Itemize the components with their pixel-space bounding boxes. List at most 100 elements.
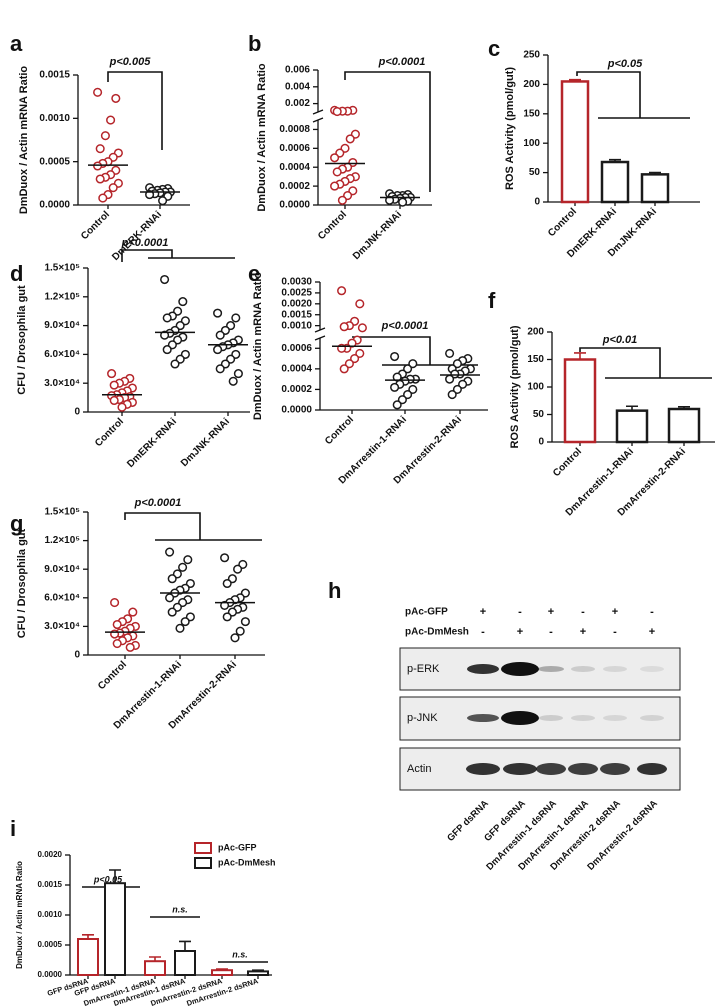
legend-swatch [194,842,212,854]
data-point [408,359,418,369]
data-point [233,369,243,379]
data-point [408,384,418,394]
data-point [403,364,413,374]
y-axis-label: DmDuox / Actin mRNA Ratio [252,272,264,421]
bracket [579,347,661,378]
y-tick-label: 0.0020 [38,850,63,859]
error-bar [252,969,264,972]
y-tick-label: 0.0025 [281,288,312,299]
data-point [95,144,105,154]
bar [144,960,166,977]
band [501,711,539,725]
condition-sign: - [481,626,485,638]
error-bar [569,78,581,82]
y-axis-label: DmDuox / Actin mRNA Ratio [256,63,268,212]
data-point [231,313,241,323]
data-point [357,323,367,333]
row-label: Actin [407,763,431,775]
y-axis-label: CFU / Drosophila gut [16,285,28,395]
axis-break [314,335,326,341]
bar [640,173,670,204]
axis-break [314,327,326,333]
data-point [452,384,462,394]
condition-label: pAc-DmMesh [405,627,469,638]
condition-sign: - [518,606,522,618]
data-point [167,607,177,617]
y-tick-label: 0.0020 [281,298,312,309]
y-tick-label: 1.2×10⁵ [44,291,80,302]
x-tick-label: Control [316,209,349,242]
data-point [390,351,400,362]
bar [77,938,99,976]
band [603,666,627,672]
data-point [178,297,188,307]
data-point [350,354,360,364]
data-point [183,555,193,565]
data-point [178,562,188,572]
error-bar [574,352,586,360]
data-point [337,195,347,205]
data-point [110,598,120,608]
data-point [385,195,395,205]
data-point [330,153,340,163]
data-point [222,578,232,589]
axis-break [312,117,324,123]
band [501,662,539,676]
y-tick-label: 0.0015 [38,880,63,889]
y-tick-label: 0.0010 [39,113,70,124]
band [503,763,537,775]
annotation: p<0.0001 [134,497,182,509]
y-tick-label: 9.0×10⁴ [44,564,80,575]
condition-sign: + [649,626,655,638]
y-tick-label: 0.0006 [281,343,312,354]
y-tick-label: 0.0002 [279,181,310,192]
y-tick-label: 1.2×10⁵ [44,535,80,546]
bracket [352,336,431,365]
error-bar [609,158,621,163]
panel-label: f [488,288,496,313]
data-point [110,629,120,639]
data-point [112,639,122,649]
y-tick-label: 0.0015 [39,70,70,81]
x-tick-label: Control [546,206,579,239]
annotation: p<0.05 [607,58,643,70]
bracket [107,71,163,150]
bar [615,409,649,444]
y-axis-label: ROS Activity (pmol/gut) [504,67,516,190]
data-point [125,642,135,652]
band [640,715,664,721]
legend-label: pAc-GFP [218,842,257,852]
data-point [160,330,170,340]
annotation: n.s. [232,949,248,959]
data-point [337,286,347,296]
data-point [160,274,170,285]
y-tick-label: 0.004 [285,81,310,92]
x-tick-label: Control [96,659,129,692]
y-tick-label: 0.0008 [279,124,310,135]
condition-sign: - [650,606,654,618]
band [568,763,598,775]
y-tick-label: 1.5×10⁵ [44,507,80,518]
blot-box [399,696,681,741]
bar [104,882,126,977]
data-point [228,376,238,386]
y-tick-label: 0.0004 [279,162,310,173]
y-tick-label: 1.5×10⁵ [44,263,80,274]
legend-label: pAc-DmMesh [218,857,276,867]
band [466,763,500,775]
y-axis-label: CFU / Drosophila gut [16,528,28,638]
data-point [445,348,455,358]
data-point [220,600,230,610]
condition-sign: + [548,606,554,618]
data-point [458,379,468,389]
data-point [392,400,402,410]
y-tick-label: 0.0010 [281,320,312,331]
y-tick-label: 50 [533,409,545,420]
bar [600,160,630,204]
y-tick-label: 3.0×10⁴ [44,378,80,389]
row-label: p-ERK [407,663,440,675]
data-point [106,115,116,125]
y-tick-label: 0.006 [285,65,310,76]
data-point [128,607,138,617]
blot-box [399,647,681,691]
